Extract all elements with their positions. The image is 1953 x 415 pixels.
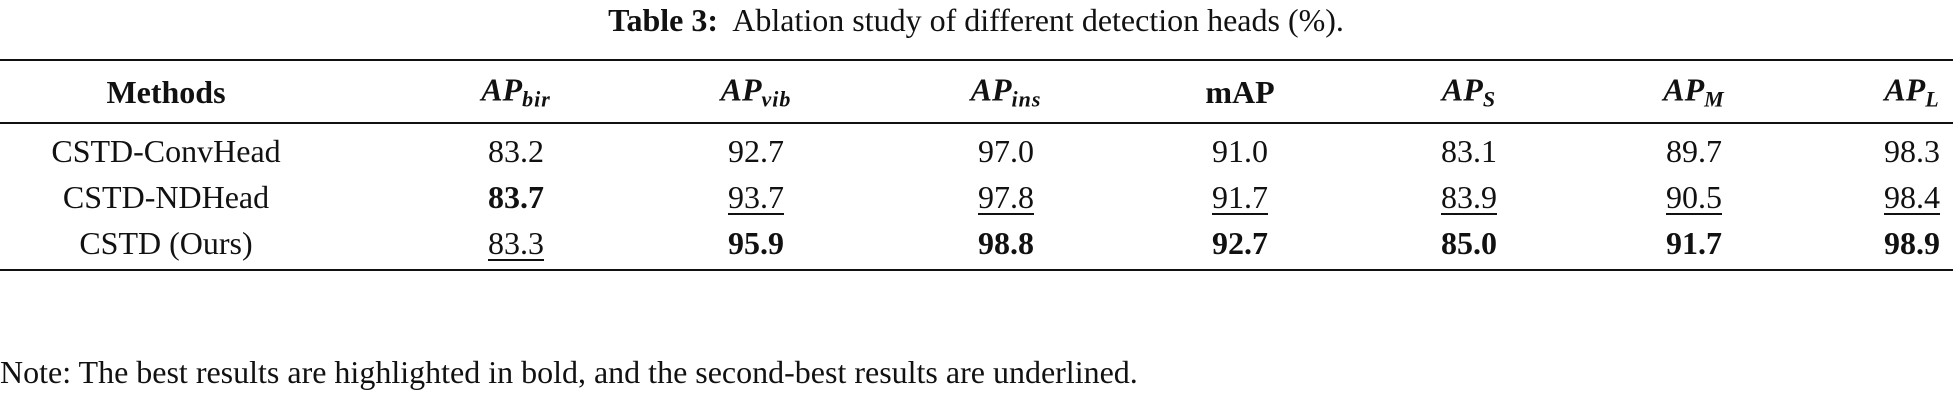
column-header: APins [971,74,1042,111]
value-cell: 98.9 [1884,225,1940,261]
value-cell: 90.5 [1666,179,1722,215]
value-cell: 98.4 [1884,179,1940,215]
value-cell: 97.0 [978,133,1034,169]
header-main: AP [1441,71,1483,108]
header-main: AP [1884,71,1926,108]
method-name: CSTD-ConvHead [51,133,281,169]
header-main: AP [970,71,1012,108]
header-sub: M [1704,86,1725,112]
header-main: AP [1663,71,1705,108]
header-sub: L [1925,86,1940,112]
method-name: CSTD (Ours) [79,225,253,261]
value-cell: 92.7 [728,133,784,169]
column-header: APvib [721,74,792,111]
caption-text: Ablation study of different detection he… [732,2,1344,38]
value-cell: 83.2 [488,133,544,169]
value-cell: 98.3 [1884,133,1940,169]
value-cell: 91.0 [1212,133,1268,169]
column-header: mAP [1205,74,1275,110]
value-cell: 85.0 [1441,225,1497,261]
value-cell: 93.7 [728,179,784,215]
header-sub: S [1482,86,1497,112]
header-sub: bir [522,86,551,112]
header-sub: vib [761,86,792,112]
value-cell: 98.8 [978,225,1034,261]
value-cell: 91.7 [1666,225,1722,261]
header-main: AP [720,71,762,108]
column-header: APbir [481,74,551,111]
method-name: CSTD-NDHead [62,179,270,215]
column-header: APS [1442,74,1496,111]
value-cell: 83.1 [1441,133,1497,169]
caption-label: Table 3: [608,2,719,38]
value-cell: 83.9 [1441,179,1497,215]
mid-rule [0,122,1953,124]
value-cell: 89.7 [1666,133,1722,169]
header-sub: ins [1011,86,1042,112]
value-cell: 97.8 [978,179,1034,215]
value-cell: 95.9 [728,225,784,261]
header-main: AP [481,71,523,108]
bottom-rule [0,269,1953,271]
value-cell: 83.3 [488,225,544,261]
column-header: APM [1663,74,1724,111]
column-header: APL [1884,74,1939,111]
value-cell: 92.7 [1212,225,1268,261]
column-header: Methods [106,74,226,110]
note: Note: The best results are highlighted i… [0,354,1138,390]
value-cell: 83.7 [488,179,544,215]
value-cell: 91.7 [1212,179,1268,215]
caption: Table 3: Ablation study of different det… [608,4,1344,36]
top-rule [0,59,1953,61]
